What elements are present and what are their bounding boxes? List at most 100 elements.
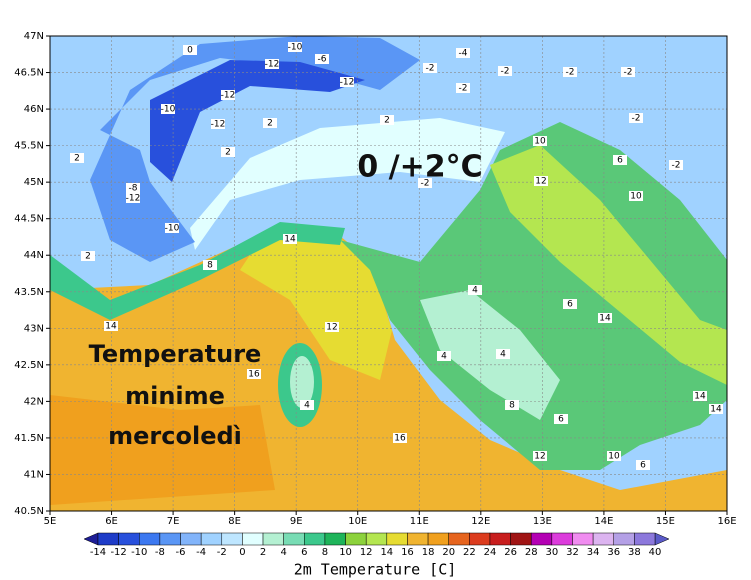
contour-label: 2 xyxy=(74,154,80,164)
x-tick-label: 5E xyxy=(44,516,57,527)
contour-label-bg xyxy=(380,115,394,125)
y-tick-label: 44.5N xyxy=(14,214,44,225)
contour-label: -12 xyxy=(126,194,141,204)
contour-label: 0 xyxy=(187,46,193,56)
contour-label: 12 xyxy=(326,323,337,333)
contour-label-bg xyxy=(636,460,650,470)
colorbar-label: -4 xyxy=(196,547,206,558)
colorbar-bin xyxy=(304,532,326,546)
contour-label: 6 xyxy=(617,156,623,166)
contour-label: 12 xyxy=(534,452,545,462)
contour-label-bg xyxy=(165,223,179,233)
colorbar-bin xyxy=(139,532,161,546)
colorbar-label: 24 xyxy=(484,547,497,558)
contour-label-bg xyxy=(456,48,470,58)
contour-label-bg xyxy=(300,400,314,410)
colorbar-bin xyxy=(613,532,635,546)
contour-label-bg xyxy=(629,191,643,201)
colorbar-label: 2 xyxy=(260,547,266,558)
colorbar-label: 22 xyxy=(463,547,476,558)
contour-label: -8 xyxy=(129,184,138,194)
contour-label-bg xyxy=(340,77,354,87)
colorbar-bin xyxy=(386,532,408,546)
annotation: Temperature xyxy=(89,340,262,368)
annotation: minime xyxy=(125,382,225,410)
contour-label-bg xyxy=(283,234,297,244)
colorbar-bin xyxy=(345,532,367,546)
contour-label-bg xyxy=(423,63,437,73)
contour-label-bg xyxy=(505,400,519,410)
contour-label-bg xyxy=(221,147,235,157)
contour-label-bg xyxy=(211,119,225,129)
field-apennine xyxy=(420,290,560,420)
colorbar-label: 32 xyxy=(566,547,579,558)
contour-label-bg xyxy=(81,251,95,261)
contour-label: -2 xyxy=(501,67,510,77)
colorbar-bin xyxy=(200,532,223,546)
colorbar-bin xyxy=(489,532,511,546)
contour-label: 14 xyxy=(599,314,611,324)
contour-label-bg xyxy=(265,59,279,69)
contour-label-bg xyxy=(709,404,723,414)
contour-label-bg xyxy=(629,113,643,123)
x-tick-label: 10E xyxy=(348,516,367,527)
contour-label: 4 xyxy=(304,401,310,411)
colorbar-bin xyxy=(262,532,284,546)
colorbar-bin xyxy=(97,532,119,546)
y-tick-label: 42N xyxy=(24,396,44,407)
field-italy xyxy=(340,122,727,470)
contour-label-bg xyxy=(418,178,432,188)
contour-label-bg xyxy=(437,351,451,361)
contour-label: 2 xyxy=(384,116,390,126)
contour-label-bg xyxy=(607,451,621,461)
contour-label-bg xyxy=(554,414,568,424)
annotation: 0 /+2°C xyxy=(357,150,482,185)
colorbar-label: -6 xyxy=(176,547,186,558)
contour-label-bg xyxy=(621,67,635,77)
contour-label: -2 xyxy=(672,161,681,171)
contour-label-bg xyxy=(183,45,197,55)
contour-label-bg xyxy=(598,313,612,323)
y-tick-label: 41.5N xyxy=(14,433,44,444)
contour-label: -12 xyxy=(340,78,355,88)
colorbar-bin xyxy=(180,532,202,546)
contour-label: -10 xyxy=(161,105,176,115)
x-tick-label: 13E xyxy=(533,516,552,527)
colorbar-bin xyxy=(283,532,305,546)
field-alps xyxy=(90,36,420,262)
contour-label-bg xyxy=(533,451,547,461)
y-tick-label: 45.5N xyxy=(14,141,44,152)
x-tick-label: 14E xyxy=(594,516,613,527)
colorbar-bin xyxy=(221,532,243,546)
contour-label-bg xyxy=(693,391,707,401)
x-tick-label: 11E xyxy=(410,516,429,527)
contour-label-bg xyxy=(288,42,302,52)
colorbar-label: -12 xyxy=(110,547,126,558)
colorbar-end xyxy=(654,532,670,546)
contour-label-bg xyxy=(669,160,683,170)
contour-label-bg xyxy=(563,67,577,77)
contour-label-bg xyxy=(498,66,512,76)
contour-label-bg xyxy=(247,369,261,379)
y-tick-label: 46N xyxy=(24,104,44,115)
colorbar-label: 40 xyxy=(649,547,662,558)
contour-label: 6 xyxy=(558,415,564,425)
colorbar-label: 10 xyxy=(339,547,352,558)
contour-label: -2 xyxy=(624,68,633,78)
contour-label: 2 xyxy=(225,148,231,158)
field-coast-green xyxy=(50,222,345,320)
contour-label: 16 xyxy=(248,370,260,380)
contour-label: 14 xyxy=(710,405,722,415)
contour-label: -4 xyxy=(459,49,468,59)
x-tick-label: 6E xyxy=(105,516,118,527)
contour-label: 4 xyxy=(500,350,506,360)
y-tick-label: 42.5N xyxy=(14,360,44,371)
y-tick-label: 45N xyxy=(24,177,44,188)
contour-label-bg xyxy=(496,349,510,359)
contour-label-bg xyxy=(104,321,118,331)
contour-label: 8 xyxy=(207,261,213,271)
colorbar-label: -10 xyxy=(131,547,147,558)
colorbar-bin xyxy=(365,532,388,546)
contour-label: 14 xyxy=(105,322,117,332)
